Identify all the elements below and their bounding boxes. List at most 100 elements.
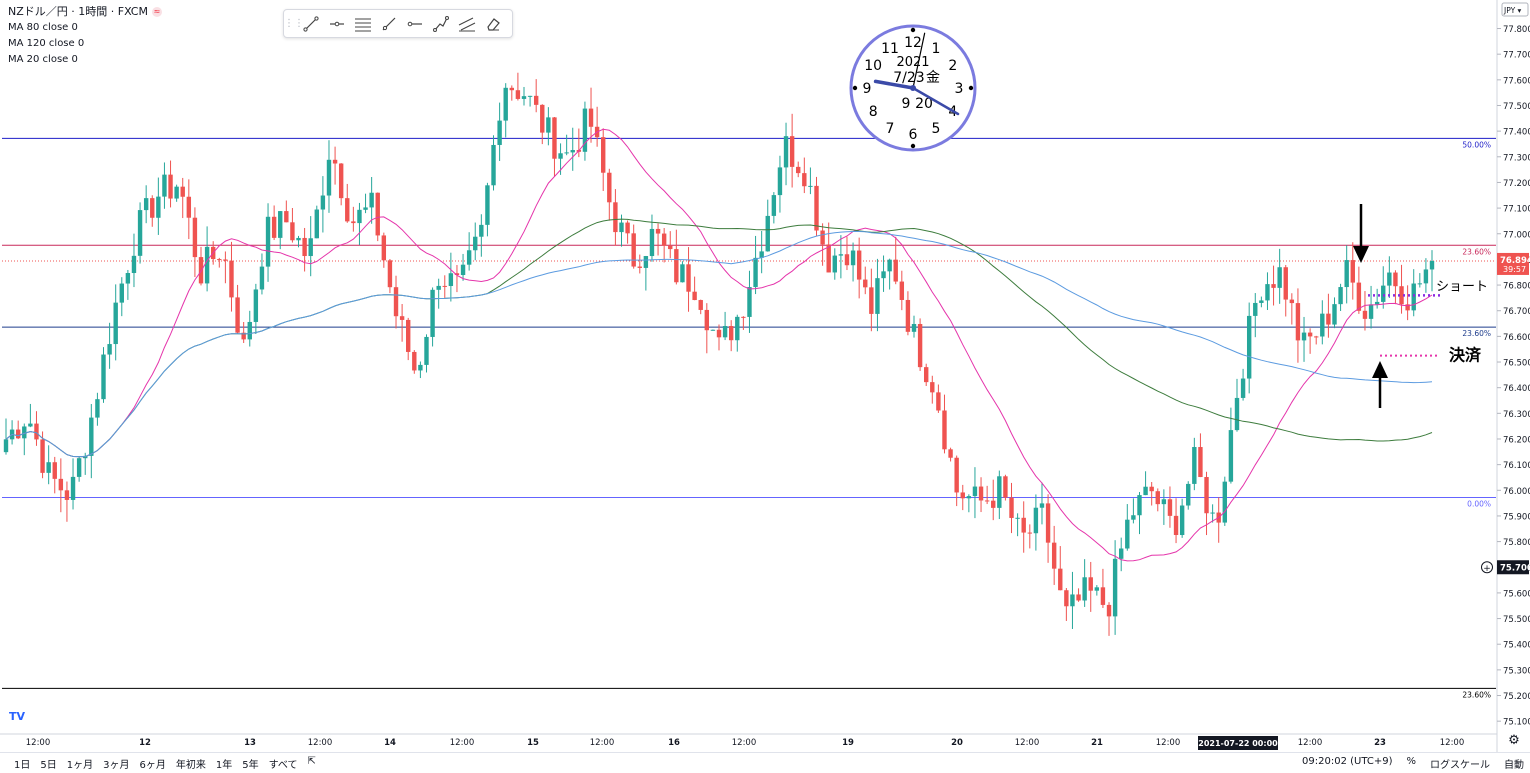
fib-retracement-icon[interactable] [350,11,376,36]
candle-body [381,235,387,261]
chart-legend: NZドル／円 · 1時間 · FXCM ≈ MA 80 close 0 MA 1… [8,4,162,68]
candle-body [680,264,685,283]
wave-icon[interactable]: ≈ [151,7,162,17]
candle-body [1417,283,1423,285]
candle-body [893,259,898,282]
time-label: 20 [951,738,963,748]
candle-body [777,167,783,196]
candle-body [704,309,710,331]
candle-body [217,259,222,261]
ray-icon[interactable] [376,11,402,36]
range-1y[interactable]: 1年 [215,759,233,771]
candle-body [540,104,545,133]
candle-body [491,144,496,186]
goto-date-icon[interactable]: ⇱ [307,755,316,767]
candle-body [1314,336,1319,338]
drag-handle-icon[interactable]: ⋮⋮ [284,18,304,29]
range-1m[interactable]: 1ヶ月 [66,759,94,771]
trend-line-icon[interactable] [298,11,324,36]
time-label: 12:00 [26,738,51,748]
candle-body [1301,332,1307,341]
eraser-icon[interactable] [480,11,506,36]
candle-body [1368,304,1374,319]
candle-body [1320,313,1325,337]
y-tick-label: 77.800 [1503,25,1530,35]
time-label: 12:00 [590,738,615,748]
candle-body [984,500,990,502]
settings-gear-icon[interactable]: ⚙ [1508,733,1520,748]
range-5y[interactable]: 5年 [242,759,259,771]
candle-body [235,297,240,333]
time-label: 12:00 [1298,738,1323,748]
candle-body [1186,483,1191,506]
candle-body [320,195,326,210]
candle-body [460,264,466,276]
candle-body [168,174,173,199]
symbol-title[interactable]: NZドル／円 · 1時間 · FXCM ≈ [8,4,162,20]
candle-body [1033,507,1039,534]
y-tick-label: 77.400 [1503,128,1530,138]
range-1d[interactable]: 1日 [14,759,31,771]
range-5d[interactable]: 5日 [40,759,57,771]
candle-body [40,439,45,473]
path-icon[interactable] [428,11,454,36]
candle-body [1393,272,1398,287]
candle-body [533,95,539,105]
candle-body [107,344,112,355]
clock-number: 2 [948,58,957,74]
clock-number: 1 [932,41,941,57]
candle-body [1204,477,1209,514]
y-tick-label: 77.200 [1503,179,1530,189]
range-ytd[interactable]: 年初来 [175,759,206,771]
candle-body [332,159,338,164]
time-label: 21 [1091,738,1103,748]
tradingview-logo[interactable]: TV [9,710,26,723]
candle-body [479,224,484,237]
last-price-badge [1497,252,1529,275]
candle-body [765,215,770,252]
horizontal-line-icon[interactable] [402,11,428,36]
percent-toggle[interactable]: % [1406,756,1416,767]
candle-body [826,244,831,273]
candle-body [820,230,825,245]
candle-body [710,329,716,331]
range-3m[interactable]: 3ヶ月 [103,759,130,771]
y-tick-label: 77.100 [1503,205,1530,215]
log-scale-toggle[interactable]: ログスケール [1430,760,1490,771]
auto-scale-toggle[interactable]: 自動 [1504,760,1524,771]
range-all[interactable]: すべて [268,759,298,771]
time-label: 12:00 [1156,738,1181,748]
clock-time[interactable]: 09:20:02 (UTC+9) [1302,756,1393,767]
candle-body [899,281,905,300]
clock-hour-label: 9 [902,96,911,112]
candle-body [917,323,923,368]
candle-body [887,259,892,272]
candle-body [838,254,844,256]
candle-body [1332,304,1337,325]
clock-number: 8 [869,104,878,120]
clock-year: 2021 [896,55,929,70]
candle-body [76,458,82,477]
parallel-channel-icon[interactable] [454,11,480,36]
candle-body [204,246,210,284]
range-6m[interactable]: 6ヶ月 [139,759,166,771]
candle-body [253,289,259,322]
last-price-value: 76.894 [1500,256,1530,266]
fib-label-2: 23.60% [1462,329,1491,338]
candle-body [802,173,807,187]
ma-80-legend[interactable]: MA 80 close 0 [8,22,78,33]
candle-body [1271,284,1276,288]
horizontal-ray-icon[interactable] [324,11,350,36]
ma-120-legend[interactable]: MA 120 close 0 [8,38,85,49]
candle-body [1070,594,1075,607]
candle-body [180,186,185,197]
candle-body [393,287,399,317]
candle-body [1246,315,1252,379]
ma-20-legend[interactable]: MA 20 close 0 [8,54,78,65]
candle-body [759,251,764,258]
candle-body [3,439,9,453]
candle-body [314,209,319,239]
candle-body [418,364,423,371]
y-tick-label: 75.400 [1503,641,1530,651]
